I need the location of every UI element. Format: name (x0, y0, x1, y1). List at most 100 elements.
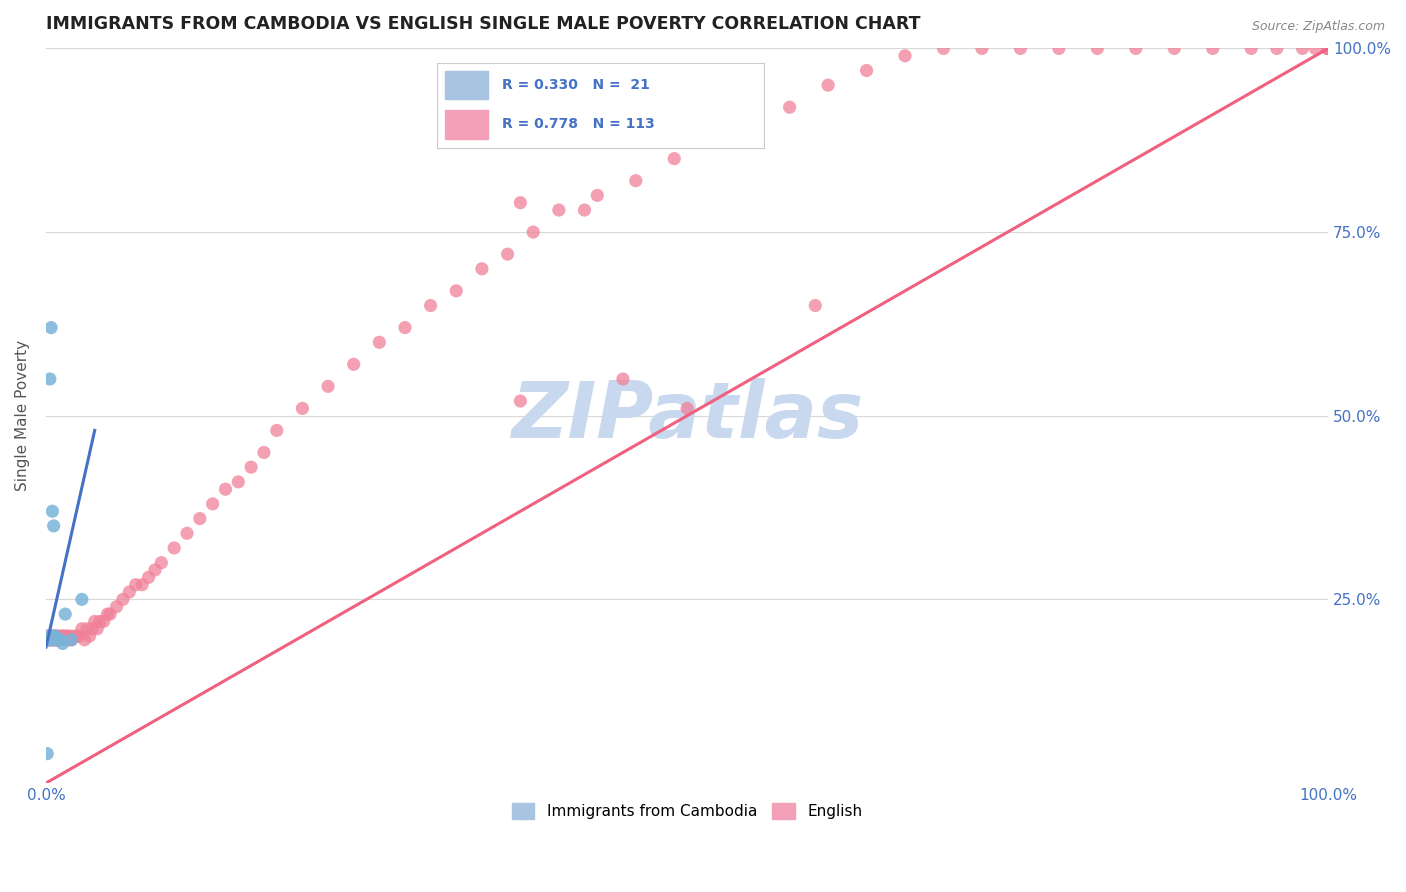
Point (60, 632, 83, 647)
Point (125, 577, 148, 591)
Y-axis label: Single Male Poverty: Single Male Poverty (15, 340, 30, 491)
Point (111, 592, 134, 607)
Point (51, 629, 73, 643)
Point (83, 615, 105, 629)
Point (509, 394, 531, 409)
Point (44, 629, 66, 643)
Point (779, 100, 801, 114)
Point (59, 629, 82, 643)
Point (291, 401, 314, 416)
Text: Source: ZipAtlas.com: Source: ZipAtlas.com (1251, 20, 1385, 33)
Point (37, 629, 59, 643)
Point (1317, 41, 1340, 55)
Point (150, 556, 173, 570)
Point (73, 632, 96, 647)
Point (676, 401, 699, 416)
Point (368, 335, 391, 350)
Point (38, 632, 60, 647)
Point (240, 460, 263, 475)
Point (1317, 41, 1340, 55)
Point (586, 188, 609, 202)
Point (45, 632, 67, 647)
Text: IMMIGRANTS FROM CAMBODIA VS ENGLISH SINGLE MALE POVERTY CORRELATION CHART: IMMIGRANTS FROM CAMBODIA VS ENGLISH SING… (46, 15, 921, 33)
Point (48, 632, 70, 647)
Point (1317, 41, 1340, 55)
Point (42, 629, 65, 643)
Point (70, 622, 93, 636)
Point (82, 622, 104, 636)
Point (1125, 41, 1147, 55)
Point (1240, 41, 1263, 55)
Point (1085, 41, 1108, 55)
Point (89, 615, 111, 629)
Point (131, 577, 153, 591)
Point (52, 636, 75, 650)
Point (60, 632, 83, 647)
Point (41, 632, 63, 647)
Point (624, 174, 647, 188)
Legend: Immigrants from Cambodia, English: Immigrants from Cambodia, English (503, 796, 870, 827)
Point (176, 526, 198, 541)
Point (496, 247, 519, 261)
Point (105, 599, 128, 614)
Point (1317, 41, 1340, 55)
Point (42, 519, 65, 533)
Point (38, 629, 60, 643)
Point (253, 445, 276, 459)
Point (446, 284, 468, 298)
Point (37, 632, 59, 647)
Point (79, 629, 101, 643)
Point (55, 629, 77, 643)
Point (1317, 41, 1340, 55)
Point (547, 202, 569, 217)
Point (471, 261, 494, 276)
Point (38, 632, 60, 647)
Point (52, 629, 75, 643)
Point (38, 372, 60, 386)
Point (93, 615, 115, 629)
Point (817, 78, 839, 92)
Point (38, 629, 60, 643)
Point (118, 585, 141, 599)
Point (702, 129, 724, 144)
Point (42, 632, 65, 647)
Point (45, 632, 67, 647)
Point (574, 202, 596, 217)
Point (970, 41, 993, 55)
Point (1317, 41, 1340, 55)
Point (63, 629, 86, 643)
Point (44, 632, 66, 647)
Point (46, 632, 69, 647)
Text: ZIPatlas: ZIPatlas (510, 377, 863, 454)
Point (1291, 41, 1313, 55)
Point (1317, 41, 1340, 55)
Point (70, 592, 93, 607)
Point (41, 629, 63, 643)
Point (1047, 41, 1070, 55)
Point (226, 475, 249, 489)
Point (188, 511, 211, 525)
Point (1317, 41, 1340, 55)
Point (56, 629, 79, 643)
Point (66, 629, 89, 643)
Point (1317, 41, 1340, 55)
Point (46, 632, 69, 647)
Point (664, 152, 686, 166)
Point (1265, 41, 1288, 55)
Point (39, 632, 62, 647)
Point (1317, 41, 1340, 55)
Point (96, 607, 118, 621)
Point (1305, 41, 1327, 55)
Point (58, 632, 80, 647)
Point (44, 629, 66, 643)
Point (53, 607, 76, 621)
Point (41, 632, 63, 647)
Point (42, 629, 65, 643)
Point (38, 632, 60, 647)
Point (86, 622, 108, 636)
Point (316, 379, 339, 393)
Point (163, 541, 186, 555)
Point (138, 570, 160, 584)
Point (37, 632, 59, 647)
Point (266, 424, 288, 438)
